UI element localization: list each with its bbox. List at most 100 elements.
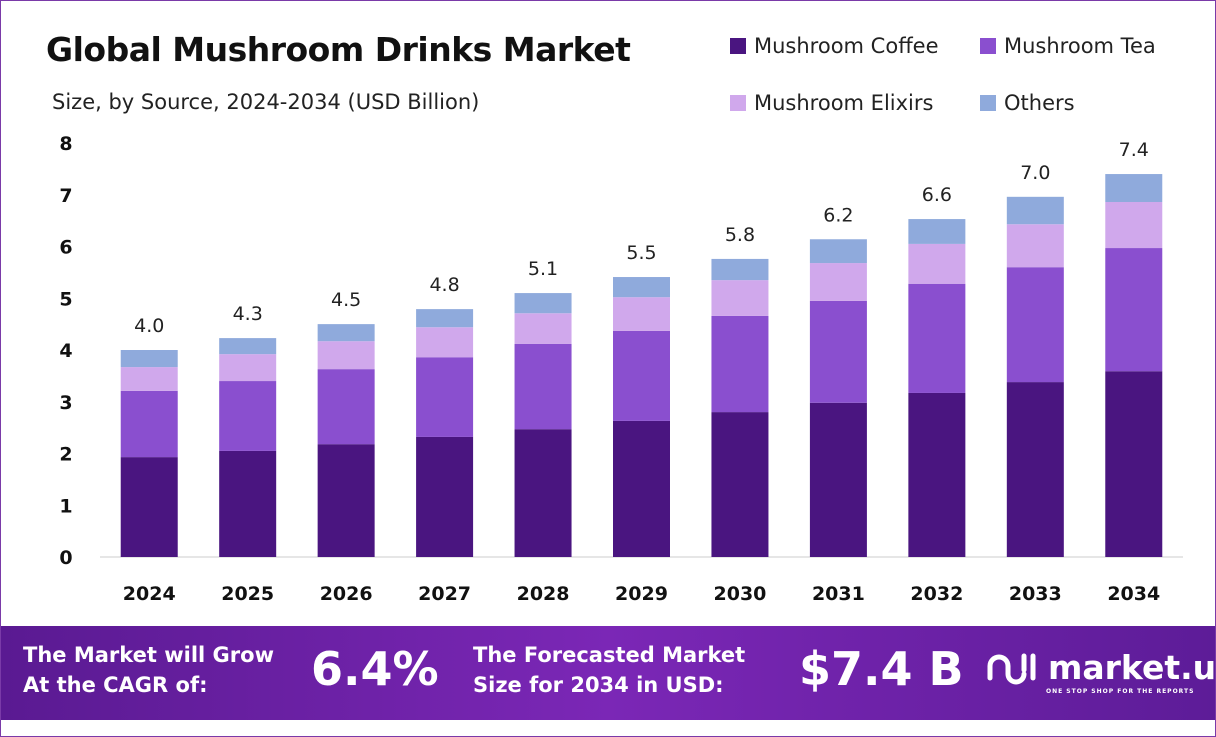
cagr-label-line: The Market will Grow [23, 643, 274, 667]
bar-segment-mushroom-coffee [1006, 382, 1064, 557]
stacked-bar-chart: 0 1 2 3 4 5 6 7 8 4.0 2024 4.3 2025 4.5 2026 4.8 2027 5.1… [59, 133, 1183, 605]
x-tick-label: 2024 [123, 583, 176, 605]
bar-segment-mushroom-elixirs [120, 367, 178, 391]
y-tick-label: 3 [59, 392, 72, 414]
bar-segment-mushroom-tea [908, 283, 966, 393]
x-tick-label: 2028 [517, 583, 570, 605]
forecast-label-line: The Forecasted Market [473, 643, 746, 667]
legend-item-tea: Mushroom Tea [980, 34, 1156, 58]
legend-item-elixirs: Mushroom Elixirs [730, 91, 933, 115]
x-tick-label: 2034 [1107, 583, 1160, 605]
bar-segment-others [120, 350, 178, 368]
bar-segment-mushroom-elixirs [1006, 224, 1064, 268]
bar-segment-mushroom-elixirs [1105, 201, 1163, 249]
logo-tagline: ONE STOP SHOP FOR THE REPORTS [1046, 688, 1195, 695]
total-label: 4.3 [233, 303, 263, 325]
legend-swatch [730, 38, 746, 54]
legend-item-coffee: Mushroom Coffee [730, 34, 939, 58]
bar-segment-mushroom-coffee [613, 420, 670, 557]
x-tick-label: 2025 [221, 583, 274, 605]
legend-item-others: Others [980, 91, 1075, 115]
total-label: 6.6 [922, 184, 952, 206]
total-label: 5.8 [725, 224, 755, 246]
bar-segment-mushroom-elixirs [809, 263, 867, 301]
bar-segment-mushroom-elixirs [416, 327, 474, 358]
y-tick-label: 7 [59, 185, 72, 207]
chart-title: Global Mushroom Drinks Market [46, 30, 631, 69]
bar-segment-mushroom-elixirs [317, 341, 375, 370]
bar-segment-mushroom-elixirs [514, 313, 572, 344]
bar-segment-mushroom-tea [514, 343, 572, 430]
bar-segment-mushroom-tea [809, 300, 867, 403]
total-label: 6.2 [823, 204, 853, 226]
bar-segment-mushroom-tea [219, 381, 277, 451]
total-label: 7.4 [1119, 139, 1149, 161]
logo-icon [987, 653, 1036, 685]
bar-segment-mushroom-coffee [809, 402, 867, 557]
total-label: 4.5 [331, 289, 361, 311]
legend-swatch [980, 38, 996, 54]
x-tick-label: 2029 [615, 583, 668, 605]
x-tick-label: 2026 [320, 583, 373, 605]
chart-subtitle: Size, by Source, 2024-2034 (USD Billion) [52, 90, 480, 114]
forecast-value: $7.4 B [799, 642, 964, 696]
legend-label: Mushroom Elixirs [754, 91, 934, 115]
forecast-label-line: Size for 2034 in USD: [473, 673, 724, 697]
bar-segment-mushroom-elixirs [613, 297, 670, 331]
bar-segment-others [317, 324, 375, 342]
y-tick-label: 1 [59, 495, 72, 517]
x-tick-label: 2030 [714, 583, 767, 605]
legend-swatch [980, 95, 996, 111]
cagr-label: The Market will Grow At the CAGR of: [23, 640, 274, 700]
x-tick-label: 2032 [910, 583, 963, 605]
bar-segment-mushroom-coffee [219, 450, 277, 557]
bar-segment-mushroom-coffee [317, 444, 375, 557]
bar-segment-others [613, 277, 670, 298]
legend-label: Mushroom Coffee [754, 34, 939, 58]
total-label: 5.5 [626, 242, 656, 264]
bar-segment-mushroom-tea [613, 330, 670, 421]
y-tick-label: 6 [59, 237, 72, 259]
total-label: 4.0 [134, 315, 164, 337]
total-label: 4.8 [429, 274, 459, 296]
x-tick-label: 2033 [1009, 583, 1062, 605]
summary-banner: The Market will Grow At the CAGR of: 6.4%… [1, 626, 1216, 720]
legend-label: Mushroom Tea [1004, 34, 1156, 58]
bar-segment-mushroom-coffee [711, 412, 769, 557]
legend-swatch [730, 95, 746, 111]
forecast-label: The Forecasted Market Size for 2034 in US… [473, 640, 745, 700]
bar-segment-mushroom-coffee [908, 392, 966, 557]
bar-segment-mushroom-tea [317, 369, 375, 445]
bar-segment-mushroom-tea [1105, 248, 1163, 372]
x-tick-label: 2027 [418, 583, 471, 605]
bar-segment-others [219, 338, 277, 355]
bar-segment-others [711, 258, 769, 281]
bar-segment-mushroom-coffee [514, 429, 572, 557]
y-tick-label: 0 [59, 547, 72, 569]
bar-segment-mushroom-tea [120, 390, 178, 458]
bar-segment-mushroom-tea [416, 357, 474, 437]
total-label: 7.0 [1020, 162, 1050, 184]
y-tick-label: 8 [59, 133, 72, 155]
bar-segment-others [809, 239, 867, 264]
bar-segment-mushroom-coffee [120, 457, 178, 557]
bar-segment-mushroom-coffee [1105, 371, 1163, 557]
bar-segment-mushroom-elixirs [908, 243, 966, 284]
cagr-value: 6.4% [311, 642, 439, 696]
bar-segment-others [416, 309, 474, 328]
bar-segment-mushroom-tea [1006, 267, 1064, 383]
bar-segment-mushroom-elixirs [711, 280, 769, 316]
bar-segment-mushroom-tea [711, 315, 769, 413]
bar-segment-others [1006, 196, 1064, 225]
bar-segment-mushroom-elixirs [219, 354, 277, 382]
cagr-label-line: At the CAGR of: [23, 673, 208, 697]
bar-segment-others [908, 219, 966, 244]
logo-name: market.us [1048, 648, 1216, 687]
y-tick-label: 4 [59, 340, 72, 362]
x-tick-label: 2031 [812, 583, 865, 605]
total-label: 5.1 [528, 258, 558, 280]
legend-label: Others [1004, 91, 1075, 115]
market-us-logo: market.us ONE STOP SHOP FOR THE REPORTS [986, 648, 1216, 695]
bar-segment-others [514, 293, 572, 314]
bar-segment-mushroom-coffee [416, 436, 474, 557]
